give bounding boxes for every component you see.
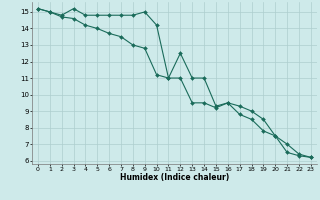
X-axis label: Humidex (Indice chaleur): Humidex (Indice chaleur) (120, 173, 229, 182)
